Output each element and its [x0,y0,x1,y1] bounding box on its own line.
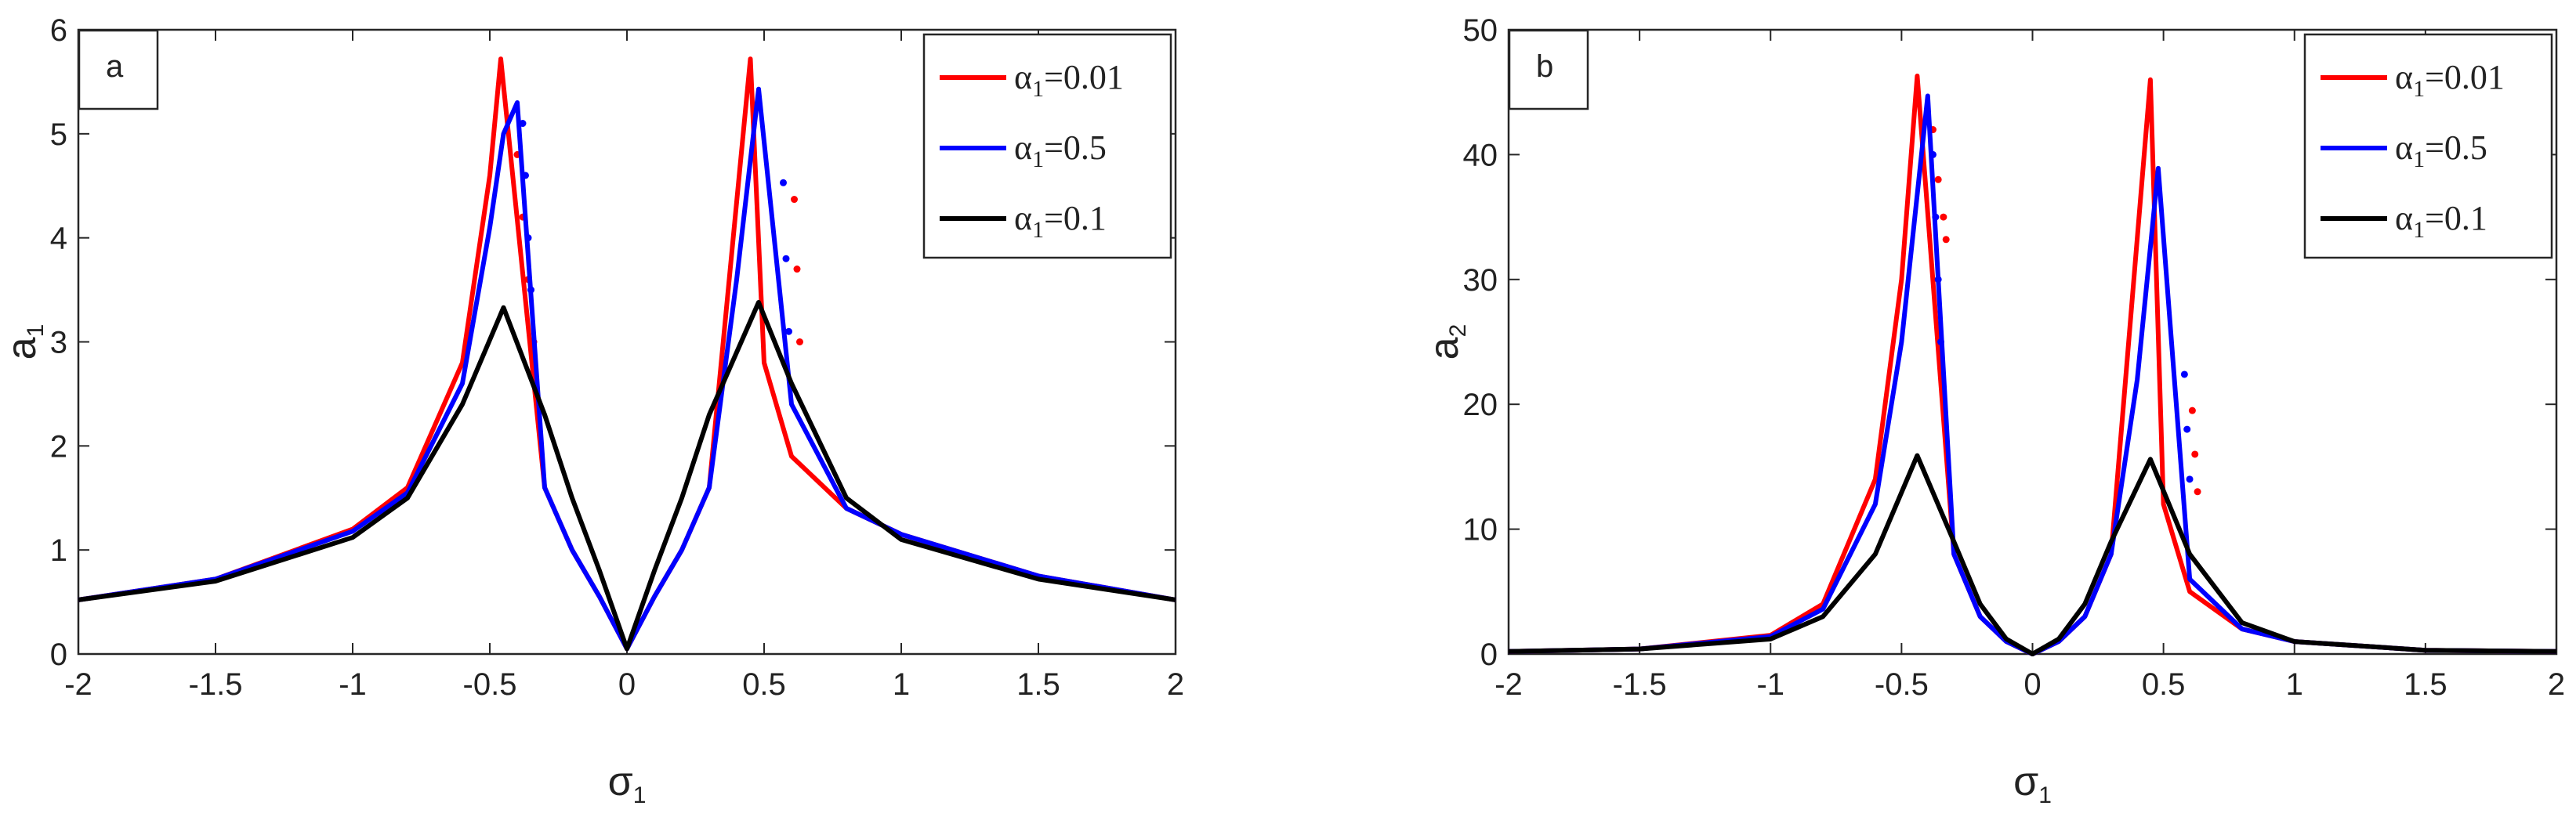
x-tick-label: 0.5 [2142,667,2186,702]
jump-point [2188,406,2196,414]
x-tick-label: 1.5 [2404,667,2447,702]
y-tick-label: 1 [50,533,67,568]
unstable-point [1929,150,1937,158]
panel-letter-box [78,29,159,110]
jump-point [793,266,801,273]
y-axis-label: a1 [0,324,49,360]
y-tick-label: 5 [50,117,67,152]
panel-letter: a [106,49,124,84]
panel-letter: b [1536,49,1553,84]
series-line [1508,453,2557,656]
x-tick-label: -2 [1495,667,1523,702]
x-tick-label: 0.5 [742,667,786,702]
y-tick-label: 2 [50,429,67,464]
panel-letter-box [1508,29,1589,110]
x-tick-label: -1.5 [189,667,243,702]
jump-point [782,255,790,262]
unstable-point [1934,175,1942,183]
x-tick-label: -1.5 [1613,667,1667,702]
unstable-point [519,120,527,128]
x-axis-label: σ1 [608,759,647,808]
x-tick-label: -2 [64,667,92,702]
x-tick-label: -1 [1756,667,1784,702]
unstable-point [522,172,529,179]
jump-point [785,327,792,335]
legend-entry: α1=0.1 [1014,199,1107,243]
x-tick-label: -0.5 [1875,667,1929,702]
chart-panel-a: -2 -1.5 -1 -0.5 0 0.5 1 1.5 2 0 1 2 3 4 5 6 σ1 a1 a α1=0.01… [0,13,1184,808]
series-line [78,300,1176,652]
y-tick-label: 20 [1463,388,1498,422]
x-tick-label: 2 [2548,667,2565,702]
legend-entry: α1=0.1 [2395,199,2487,243]
legend-entry: α1=0.5 [1014,128,1107,172]
legend-entry: α1=0.01 [2395,58,2505,102]
unstable-point [524,234,532,242]
series-line [78,86,1176,652]
unstable-point [1940,213,1947,221]
y-tick-label: 40 [1463,138,1498,172]
legend-entry: α1=0.5 [2395,128,2487,172]
unstable-point [1932,213,1940,221]
x-tick-label: 2 [1167,667,1184,702]
x-tick-label: 1 [893,667,910,702]
x-tick-label: 0 [2023,667,2041,702]
y-tick-label: 50 [1463,13,1498,48]
jump-point [780,179,787,186]
y-tick-label: 3 [50,326,67,360]
unstable-point [1934,276,1942,284]
jump-point [796,338,803,345]
x-tick-label: 0 [618,667,636,702]
jump-point [2183,425,2191,433]
x-tick-label: -0.5 [463,667,517,702]
x-tick-label: -1 [339,667,367,702]
unstable-point [1937,338,1945,345]
x-tick-label: 1 [2286,667,2303,702]
unstable-point [527,286,534,294]
legend-entry: α1=0.01 [1014,58,1124,102]
jump-point [2194,488,2201,496]
jump-point [2191,450,2199,458]
x-axis-label: σ1 [2013,759,2052,808]
jump-point [791,196,798,204]
y-tick-label: 30 [1463,263,1498,298]
unstable-point [1942,236,1950,244]
y-tick-label: 0 [50,638,67,672]
jump-point [2186,475,2194,483]
y-tick-label: 0 [1480,638,1498,672]
y-tick-label: 10 [1463,513,1498,547]
y-tick-label: 4 [50,222,67,256]
y-axis-label: a2 [1422,324,1471,360]
y-tick-label: 6 [50,13,67,48]
jump-point [2180,370,2188,378]
x-tick-label: 1.5 [1016,667,1060,702]
